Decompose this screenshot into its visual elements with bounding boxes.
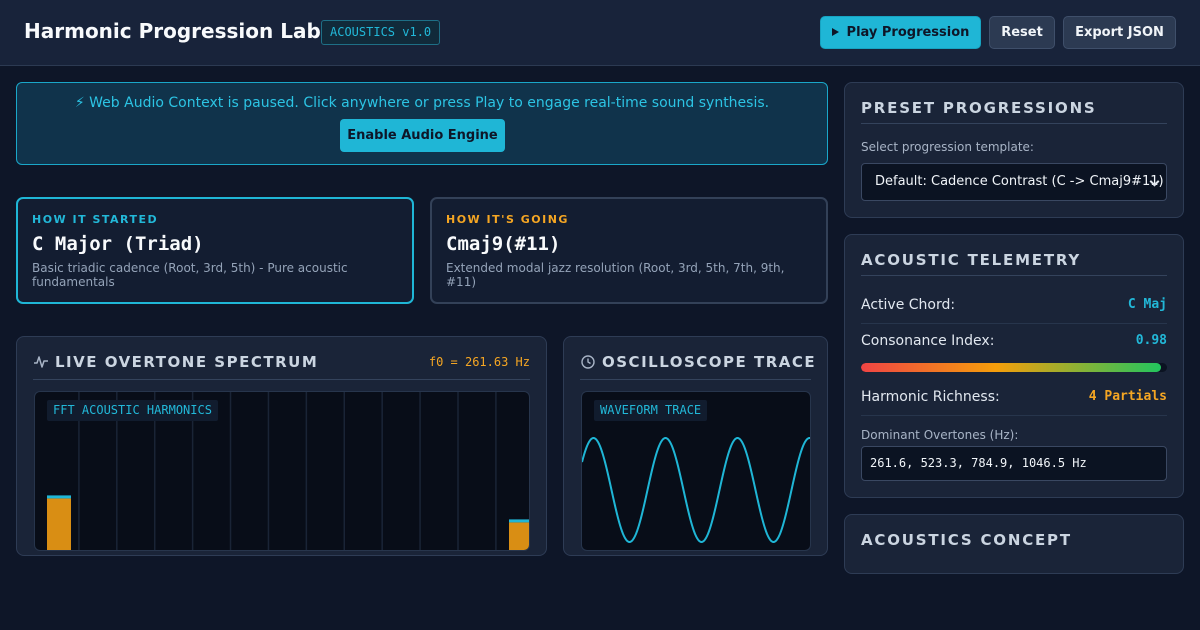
reset-button[interactable]: Reset (989, 16, 1055, 49)
acoustics-concept-title: ACOUSTICS CONCEPT (861, 531, 1072, 549)
oscilloscope-title: OSCILLOSCOPE TRACE (602, 353, 817, 371)
harmonic-peak-cap (509, 519, 529, 523)
fundamental-frequency-readout: f0 = 261.63 Hz (428, 355, 530, 369)
how-it-started-kicker: HOW IT STARTED (32, 213, 159, 226)
harmonic-richness-label: Harmonic Richness: (861, 389, 1000, 405)
dominant-overtones-field[interactable]: 261.6, 523.3, 784.9, 1046.5 Hz (861, 446, 1167, 481)
fft-harmonics-label: FFT ACOUSTIC HARMONICS (47, 400, 218, 421)
audio-paused-banner[interactable]: ⚡ Web Audio Context is paused. Click any… (16, 82, 828, 165)
going-chord-name: Cmaj9(#11) (446, 233, 561, 255)
going-chord-description: Extended modal jazz resolution (Root, 3r… (446, 261, 785, 289)
preset-progressions-title: PRESET PROGRESSIONS (861, 99, 1097, 117)
divider (580, 379, 811, 380)
play-progression-label: Play Progression (846, 25, 970, 40)
consonance-meter-fill (861, 363, 1161, 372)
divider (33, 379, 530, 380)
divider (861, 123, 1167, 124)
progression-template-select[interactable]: Default: Cadence Contrast (C -> Cmaj9#11… (861, 163, 1167, 201)
harmonic-richness-value: 4 Partials (1088, 389, 1167, 404)
play-icon (831, 28, 839, 36)
consonance-label: Consonance Index: (861, 333, 995, 349)
harmonic-peak-cap (47, 495, 71, 499)
active-chord-label: Active Chord: (861, 297, 956, 313)
how-its-going-kicker: HOW IT'S GOING (446, 213, 569, 226)
audio-paused-message: ⚡ Web Audio Context is paused. Click any… (74, 95, 770, 111)
play-progression-button[interactable]: Play Progression (820, 16, 981, 49)
active-chord-value: C Maj (1127, 297, 1167, 312)
version-badge: ACOUSTICS v1.0 (321, 20, 441, 45)
consonance-value: 0.98 (1135, 333, 1167, 348)
started-chord-description: Basic triadic cadence (Root, 3rd, 5th) -… (32, 261, 348, 289)
clock-icon (581, 355, 595, 369)
export-json-button[interactable]: Export JSON (1063, 16, 1176, 49)
spectrum-bars (47, 392, 529, 550)
acoustics-concept-panel: ACOUSTICS CONCEPT (844, 514, 1184, 574)
pulse-icon (34, 356, 48, 368)
overtone-spectrum-panel: LIVE OVERTONE SPECTRUM f0 = 261.63 Hz FF… (16, 336, 547, 556)
divider (861, 275, 1167, 276)
dominant-overtones-label: Dominant Overtones (Hz): (861, 428, 1019, 442)
waveform-trace-svg (582, 437, 810, 543)
fft-harmonics-display: FFT ACOUSTIC HARMONICS (34, 391, 530, 551)
app-title: Harmonic Progression Lab (24, 19, 321, 43)
waveform-trace-label: WAVEFORM TRACE (594, 400, 708, 421)
consonance-row: Consonance Index: 0.98 (861, 324, 1167, 360)
preset-progressions-panel: PRESET PROGRESSIONS Select progression t… (844, 82, 1184, 218)
spectrum-title: LIVE OVERTONE SPECTRUM (55, 353, 319, 371)
harmonic-bar (47, 498, 71, 550)
acoustic-telemetry-panel: ACOUSTIC TELEMETRY Active Chord: C Maj C… (844, 234, 1184, 498)
active-chord-row: Active Chord: C Maj (861, 288, 1167, 324)
how-it-started-card[interactable]: HOW IT STARTED C Major (Triad) Basic tri… (16, 197, 414, 304)
enable-audio-button[interactable]: Enable Audio Engine (340, 119, 505, 152)
waveform-display: WAVEFORM TRACE (581, 391, 811, 551)
how-its-going-card[interactable]: HOW IT'S GOING Cmaj9(#11) Extended modal… (430, 197, 828, 304)
harmonic-bar (509, 522, 529, 550)
template-select-label: Select progression template: (861, 140, 1034, 154)
oscilloscope-panel: OSCILLOSCOPE TRACE WAVEFORM TRACE (563, 336, 828, 556)
waveform-trace-line (582, 437, 810, 543)
selected-template: Default: Cadence Contrast (C -> Cmaj9#11… (875, 174, 1164, 189)
telemetry-title: ACOUSTIC TELEMETRY (861, 251, 1082, 269)
consonance-meter (861, 363, 1167, 372)
harmonic-richness-row: Harmonic Richness: 4 Partials (861, 380, 1167, 416)
started-chord-name: C Major (Triad) (32, 233, 204, 255)
app-header: Harmonic Progression Lab ACOUSTICS v1.0 … (0, 0, 1200, 66)
